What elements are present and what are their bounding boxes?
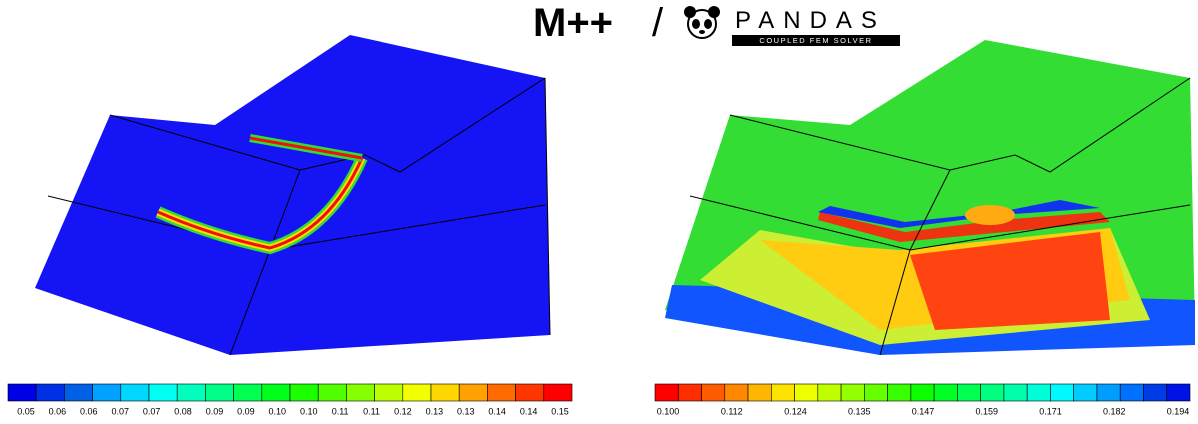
colorbar-segment [888,384,911,401]
colorbar-segment [1050,384,1073,401]
colorbar-segment [771,384,794,401]
panda-logo [684,6,720,38]
brand-name: PANDAS [735,7,886,34]
colorbar-segment [8,384,36,401]
colorbar-segment [234,384,262,401]
tagline: COUPLED FEM SOLVER [759,36,872,45]
colorbar-label: 0.100 [657,406,680,416]
colorbar-segment [795,384,818,401]
colorbar-segment [459,384,487,401]
colorbar-label: 0.07 [111,406,129,416]
colorbar-label: 0.124 [784,406,807,416]
colorbar-label: 0.182 [1103,406,1126,416]
colorbar-segment [93,384,121,401]
colorbar-label: 0.08 [174,406,192,416]
colorbar-segment [262,384,290,401]
colorbar-segment [678,384,701,401]
colorbar-segment [149,384,177,401]
colorbar-segment [1004,384,1027,401]
colorbar-label: 0.14 [488,406,506,416]
colorbar-label: 0.11 [332,406,349,416]
colorbar-segment [487,384,515,401]
colorbar-segment [1027,384,1050,401]
colorbar-label: 0.13 [426,406,444,416]
colorbar-label: 0.13 [457,406,475,416]
colorbar-segment [818,384,841,401]
left-rendering [35,35,550,355]
colorbar-segment [516,384,544,401]
colorbar-segment [121,384,149,401]
colorbar-label: 0.171 [1039,406,1062,416]
colorbars: 0.05 0.06 0.06 0.07 0.07 0.08 0.09 0.09 0.10 0.10… [8,384,1190,416]
colorbar-segment [841,384,864,401]
colorbar-label: 0.12 [394,406,412,416]
colorbar-segment [981,384,1004,401]
colorbar-segment [725,384,748,401]
colorbar-segment [544,384,572,401]
product-name: M++ [533,1,613,45]
colorbar-segment [431,384,459,401]
colorbar-label: 0.05 [17,406,35,416]
colorbar-segment [36,384,64,401]
colorbar-segment [177,384,205,401]
colorbar-label: 0.07 [143,406,161,416]
colorbar-segment [1120,384,1143,401]
colorbar-label: 0.09 [237,406,255,416]
colorbar-segment [1167,384,1190,401]
colorbar-label: 0.10 [269,406,287,416]
colorbar-segment [1074,384,1097,401]
colorbar-label: 0.10 [300,406,318,416]
colorbar-segment [346,384,374,401]
colorbar-segment [375,384,403,401]
colorbar-label: 0.135 [848,406,871,416]
colorbar-segment [702,384,725,401]
colorbar-segment [318,384,346,401]
colorbar-segment [1097,384,1120,401]
colorbar-label: 0.194 [1167,406,1190,416]
colorbar-label: 0.06 [80,406,98,416]
colorbar-segment [205,384,233,401]
colorbar-segment [957,384,980,401]
colorbar-label: 0.14 [520,406,538,416]
colorbar-segment [64,384,92,401]
figure: M++ / PANDAS COUPLED FEM SOLVER 0.05 0.06… [0,0,1198,424]
separator: / [652,1,664,45]
colorbar-label: 0.06 [49,406,67,416]
colorbar-segment [934,384,957,401]
colorbar-label: 0.11 [363,406,380,416]
colorbar-segment [911,384,934,401]
colorbar-label: 0.15 [551,406,569,416]
colorbar-segment [748,384,771,401]
colorbar-label: 0.112 [721,406,743,416]
colorbar-segment [290,384,318,401]
colorbar-label: 0.09 [206,406,224,416]
colorbar-label: 0.147 [912,406,935,416]
colorbar-segment [655,384,678,401]
colorbar-segment [864,384,887,401]
right-rendering [665,40,1195,355]
colorbar-segment [403,384,431,401]
colorbar-label: 0.159 [975,406,998,416]
colorbar-segment [1143,384,1166,401]
